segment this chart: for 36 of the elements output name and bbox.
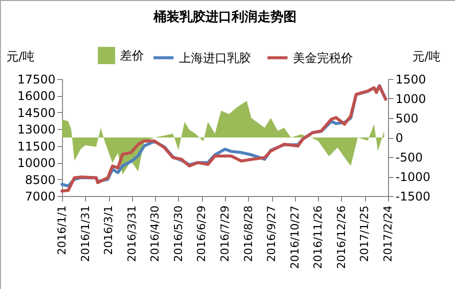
y2-axis-title: 元/吨	[412, 50, 440, 64]
y-tick-label: 8500	[24, 172, 56, 187]
y-axis-title: 元/吨	[6, 50, 35, 64]
x-tick-label: 2016/3/31	[125, 206, 138, 262]
x-tick-label: 2016/9/27	[265, 206, 278, 262]
y2-tick-label: 0	[396, 131, 404, 145]
x-tick-label: 2016/8/28	[242, 206, 255, 262]
y2-tick-label: -500	[396, 150, 423, 164]
chart-title: 桶装乳胶进口利润走势图	[152, 9, 296, 25]
x-tick-label: 2016/11/26	[312, 206, 325, 269]
y2-tick-label: -1500	[396, 190, 430, 204]
legend-label: 上海进口乳胶	[179, 50, 251, 65]
y-tick-label: 17500	[17, 72, 56, 86]
x-tick-label: 2016/6/29	[195, 206, 208, 262]
x-tick-label: 2016/1/1	[56, 206, 68, 255]
y-tick-label: 13000	[17, 122, 56, 137]
x-tick-label: 2016/7/29	[218, 206, 232, 262]
x-tick-label: 2016/12/26	[334, 206, 348, 269]
x-tick-label: 2016/5/30	[172, 206, 185, 262]
x-tick-label: 2016/1/31	[78, 206, 92, 262]
x-tick-label: 2016/10/27	[288, 206, 302, 269]
y-tick-label: 16000	[17, 89, 56, 104]
y-tick-label: 14500	[17, 106, 56, 120]
y-tick-label: 11500	[17, 139, 56, 154]
y2-tick-label: 500	[396, 112, 418, 126]
legend-label: 差价	[120, 48, 144, 62]
legend-label: 美金完税价	[293, 50, 353, 65]
y-tick-label: 10000	[17, 156, 56, 170]
x-tick-label: 2016/3/1	[102, 206, 116, 255]
x-tick-label: 2017/1/25	[358, 206, 372, 262]
y-tick-label: 7000	[24, 190, 56, 204]
x-tick-label: 2017/2/24	[382, 206, 394, 262]
y2-tick-label: 1500	[396, 72, 426, 86]
y2-tick-label: 1000	[396, 92, 426, 106]
x-tick-label: 2016/4/30	[148, 206, 162, 262]
y2-tick-label: -1000	[396, 170, 430, 184]
